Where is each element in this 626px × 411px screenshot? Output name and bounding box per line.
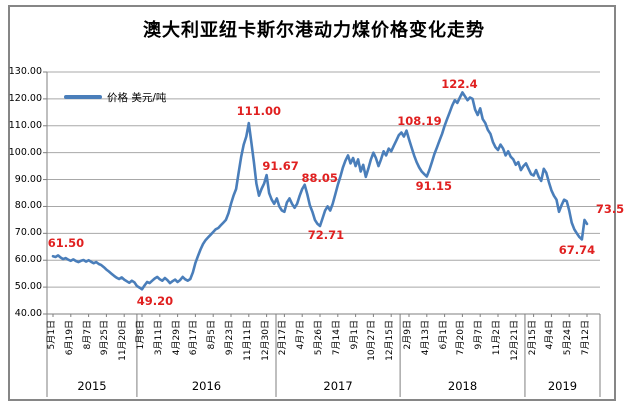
legend-label: 价格 美元/吨 [107, 91, 167, 104]
data-label: 72.71 [307, 228, 345, 243]
data-label: 91.15 [415, 179, 452, 194]
y-axis-label: 80.00 [14, 200, 42, 212]
x-axis-label: 9月1日 [349, 320, 360, 350]
year-label: 2017 [323, 379, 353, 393]
x-axis-label: 7月14日 [331, 320, 342, 356]
y-axis-label: 60.00 [14, 254, 42, 266]
data-label: 111.00 [236, 104, 281, 119]
x-axis-label: 3月11日 [153, 320, 164, 356]
x-axis-label: 1月8日 [136, 320, 146, 350]
x-axis-label: 4月7日 [296, 320, 307, 350]
x-axis-label: 4月13日 [420, 320, 431, 356]
x-axis-label: 5月26日 [314, 320, 324, 356]
data-label: 88.05 [301, 170, 338, 185]
y-axis-label: 40.00 [14, 308, 42, 319]
y-axis-label: 70.00 [14, 227, 42, 239]
y-axis-label: 110.00 [8, 119, 42, 131]
x-axis-label: 12月30日 [260, 320, 271, 361]
x-axis-label: 9月25日 [100, 320, 111, 356]
data-label: 122.4 [441, 77, 478, 92]
x-axis-label: 11月11日 [242, 320, 253, 361]
data-label: 73.5 [595, 201, 625, 216]
x-axis-label: 5月24日 [563, 320, 574, 356]
x-axis-label: 12月15日 [385, 320, 396, 361]
year-label: 2015 [77, 379, 107, 393]
x-axis-label: 9月23日 [225, 320, 235, 356]
x-axis-label: 5月1日 [47, 320, 57, 350]
x-axis-label: 12月21日 [509, 320, 520, 361]
year-label: 2016 [191, 379, 222, 393]
x-axis-label: 10月27日 [367, 320, 378, 361]
x-axis-label: 6月19日 [64, 320, 75, 356]
data-label: 49.20 [136, 294, 174, 309]
legend: 价格 美元/吨 [64, 90, 166, 104]
x-axis-label: 11月20日 [118, 320, 129, 361]
y-axis-label: 90.00 [14, 173, 42, 185]
x-axis-label: 9月7日 [474, 320, 485, 350]
price-line [51, 91, 589, 291]
y-axis-label: 100.00 [8, 146, 42, 158]
x-axis-label: 7月20日 [456, 320, 467, 356]
data-label: 108.19 [397, 113, 442, 128]
year-label: 2018 [447, 379, 478, 393]
data-label: 67.74 [558, 243, 596, 258]
y-axis-label: 50.00 [14, 281, 42, 293]
year-label: 2019 [547, 379, 578, 393]
x-axis-label: 6月17日 [189, 320, 200, 356]
y-axis-label: 130.00 [8, 66, 42, 77]
chart-title: 澳大利亚纽卡斯尔港动力煤价格变化走势 [143, 20, 485, 41]
x-axis-label: 2月15日 [527, 320, 538, 356]
x-axis-label: 6月1日 [438, 320, 449, 350]
x-axis-label: 11月2日 [492, 320, 502, 356]
x-axis-label: 2月9日 [403, 320, 413, 350]
y-axis-label: 120.00 [8, 92, 42, 104]
x-axis-label: 8月5日 [207, 320, 218, 350]
x-axis-label: 7月12日 [581, 320, 591, 356]
legend-line-swatch [64, 95, 102, 99]
x-axis-label: 2月17日 [278, 320, 289, 356]
chart-frame [8, 5, 616, 401]
data-label: 61.50 [47, 236, 85, 251]
x-axis-label: 4月29日 [171, 320, 182, 356]
data-label: 91.67 [262, 159, 299, 174]
x-axis-label: 8月7日 [82, 320, 93, 350]
x-axis-label: 4月4日 [545, 320, 556, 350]
